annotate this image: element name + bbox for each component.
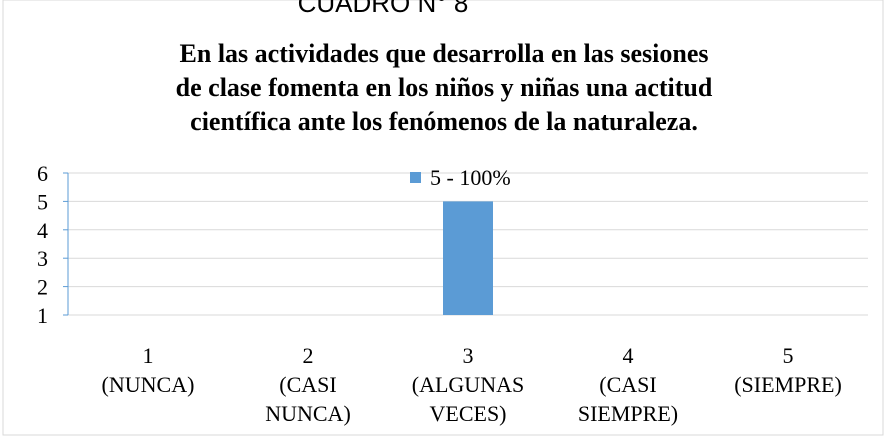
bar: [443, 201, 493, 315]
x-tick-label: (ALGUNAS: [412, 372, 524, 397]
x-tick-label: NUNCA): [265, 401, 351, 426]
y-tick-label: 5: [37, 189, 48, 214]
y-tick-label: 3: [37, 246, 48, 271]
x-tick-label: 1: [143, 343, 154, 368]
y-tick-label: 4: [37, 218, 48, 243]
y-tick-label: 6: [37, 161, 48, 186]
header: CUADRO N° 8: [298, 0, 469, 18]
x-tick-label: (CASI: [599, 372, 656, 397]
legend-label: 5 - 100%: [430, 165, 511, 190]
x-tick-label: (NUNCA): [102, 372, 195, 397]
legend-swatch: [410, 172, 421, 183]
chart-title: científica ante los fenómenos de la natu…: [190, 107, 698, 136]
x-tick-label: 3: [463, 343, 474, 368]
chart-title: de clase fomenta en los niños y niñas un…: [176, 73, 713, 102]
x-tick-label: SIEMPRE): [578, 401, 678, 426]
x-tick-label: 4: [623, 343, 634, 368]
x-tick-label: 2: [303, 343, 314, 368]
x-tick-label: VECES): [430, 401, 507, 426]
y-tick-label: 2: [37, 275, 48, 300]
y-tick-label: 1: [37, 303, 48, 328]
x-tick-label: (SIEMPRE): [734, 372, 842, 397]
x-tick-label: (CASI: [279, 372, 336, 397]
x-tick-label: 5: [783, 343, 794, 368]
chart-title: En las actividades que desarrolla en las…: [180, 39, 709, 68]
